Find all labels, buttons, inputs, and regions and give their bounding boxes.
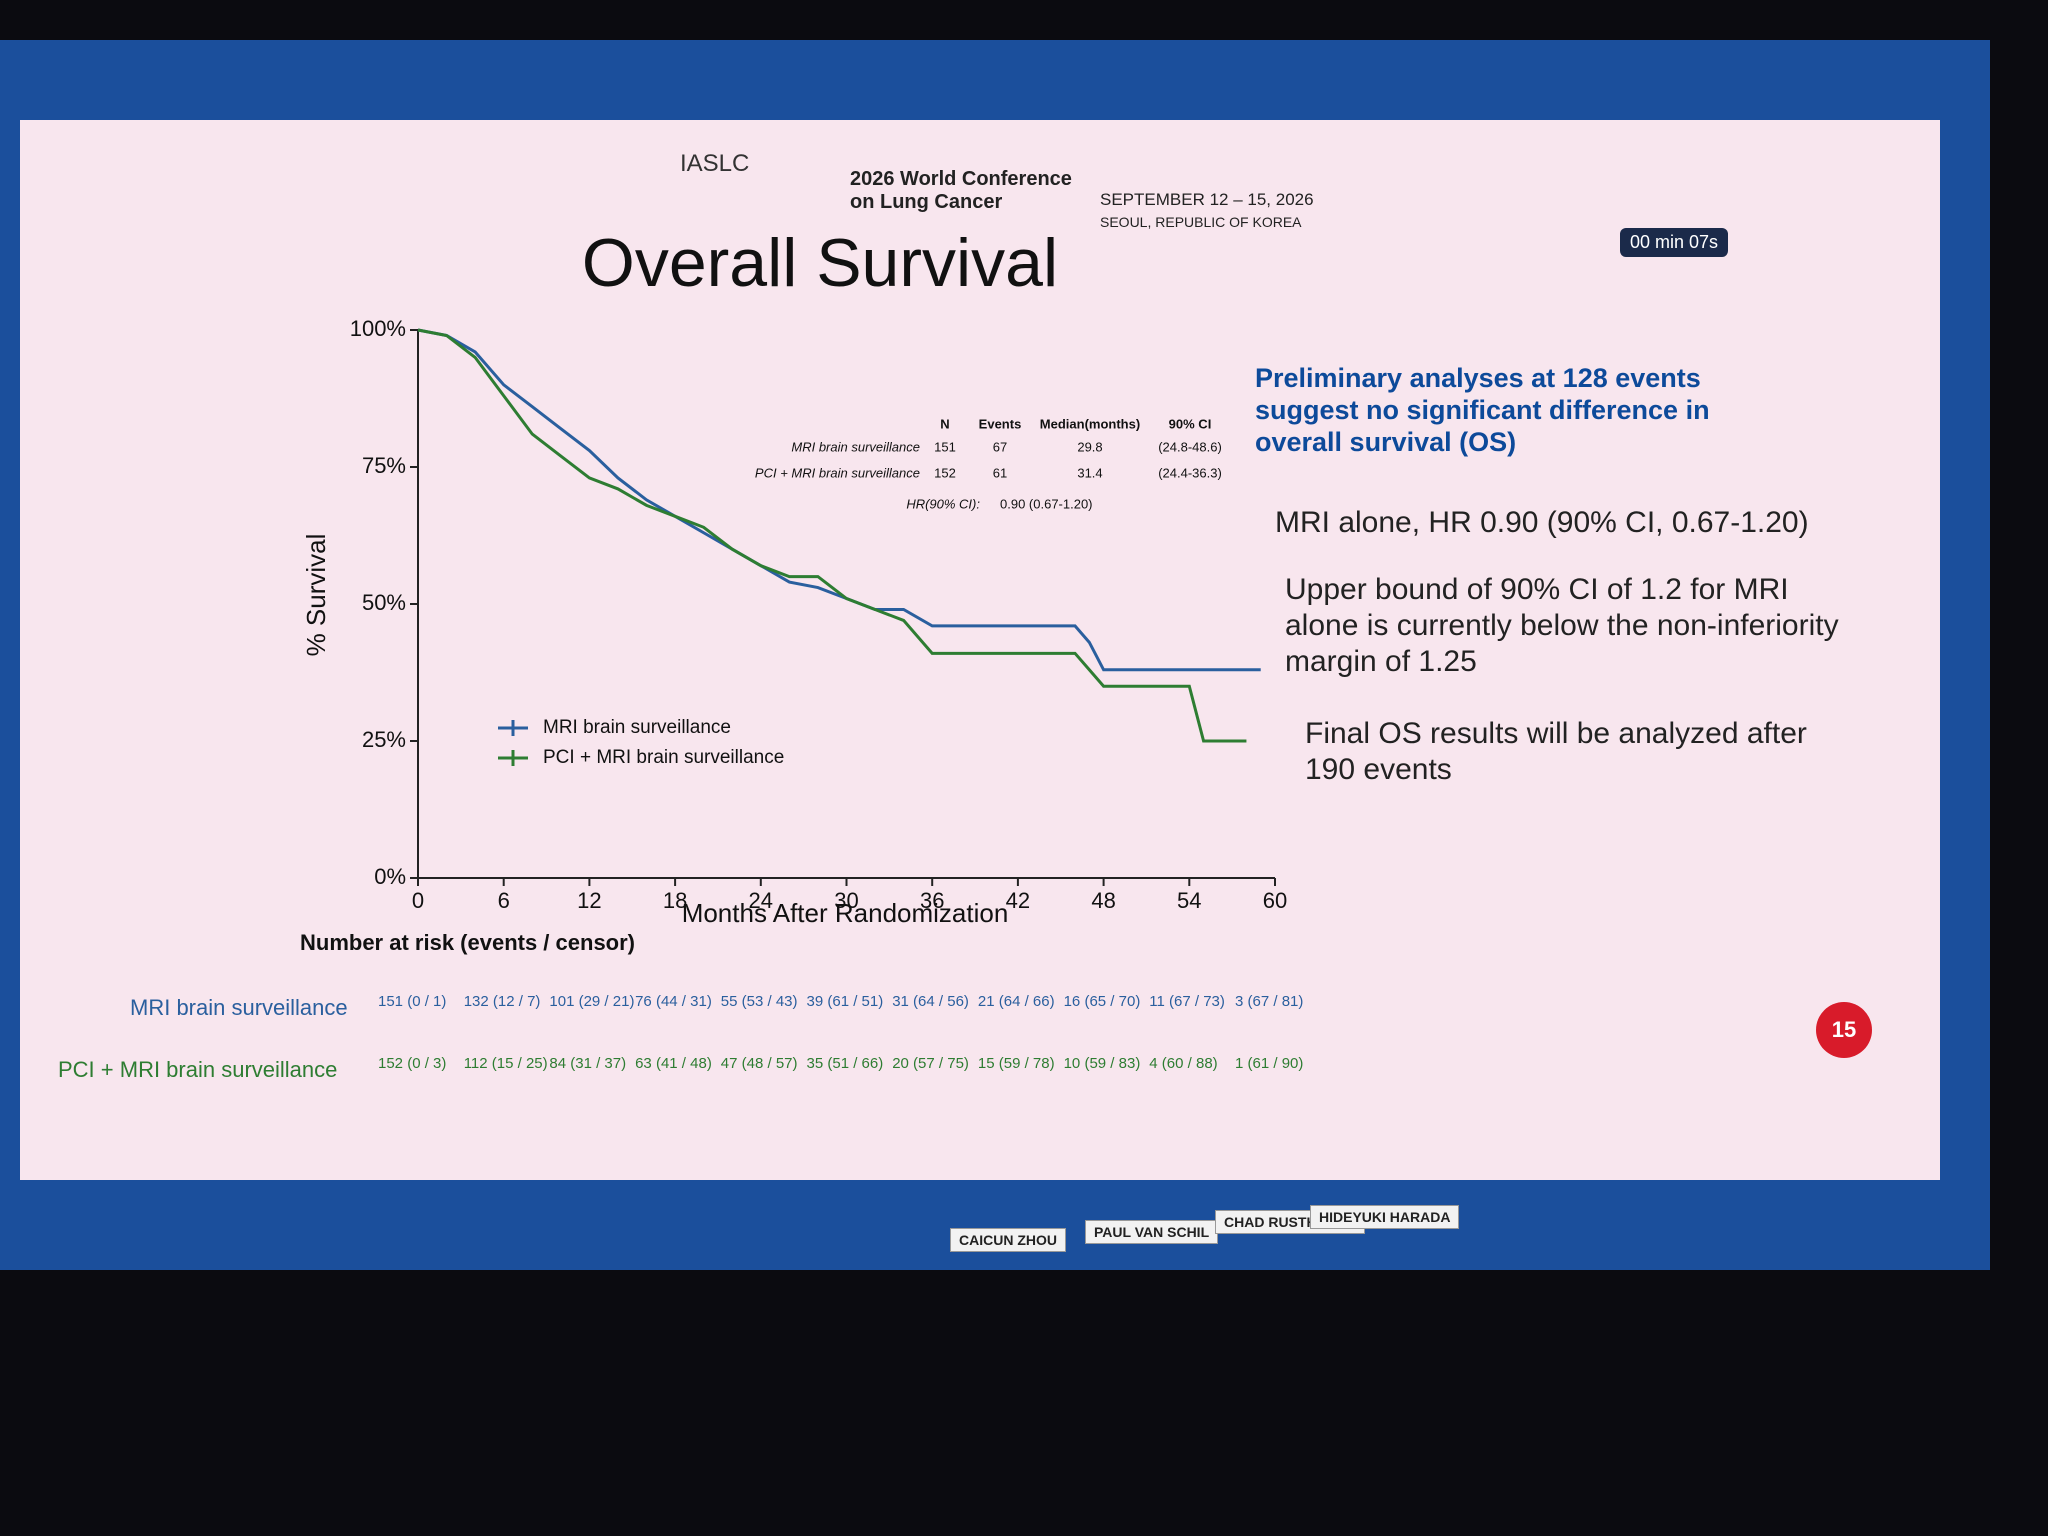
name-tag: PAUL VAN SCHIL	[1085, 1220, 1219, 1244]
x-tick-label: 36	[920, 888, 944, 913]
risk-row-label: MRI brain surveillance	[130, 995, 348, 1020]
risk-cell: 63 (41 / 48)	[635, 1055, 712, 1072]
location: SEOUL, REPUBLIC OF KOREA	[1100, 214, 1302, 230]
risk-cell: 112 (15 / 25)	[463, 1055, 548, 1072]
risk-cell: 31 (64 / 56)	[892, 993, 969, 1010]
y-tick-label: 50%	[362, 590, 406, 615]
risk-cell: 101 (29 / 21)	[549, 993, 635, 1010]
risk-cell: 152 (0 / 3)	[378, 1055, 447, 1072]
stats-row-label: PCI + MRI brain surveillance	[755, 465, 920, 480]
risk-cell: 151 (0 / 1)	[378, 993, 447, 1010]
dates: SEPTEMBER 12 – 15, 2026	[1100, 190, 1314, 209]
risk-cell: 35 (51 / 66)	[806, 1055, 884, 1072]
stats-header: 90% CI	[1169, 416, 1212, 431]
stats-header: Events	[979, 416, 1022, 431]
conference: 2026 World Conference on Lung Cancer	[850, 168, 1072, 213]
x-tick-label: 18	[663, 888, 687, 913]
risk-cell: 20 (57 / 75)	[892, 1055, 969, 1072]
risk-cell: 21 (64 / 66)	[977, 993, 1055, 1010]
stats-cell: (24.4-36.3)	[1158, 465, 1222, 480]
x-tick-label: 48	[1091, 888, 1115, 913]
bullet: MRI alone, HR 0.90 (90% CI, 0.67-1.20)	[1275, 506, 1809, 539]
risk-cell: 15 (59 / 78)	[977, 1055, 1055, 1072]
page-number: 15	[1816, 1002, 1872, 1058]
legend-label: MRI brain surveillance	[543, 717, 731, 738]
x-tick-label: 0	[412, 888, 424, 913]
risk-cell: 16 (65 / 70)	[1063, 993, 1141, 1010]
stats-header: Median(months)	[1040, 416, 1140, 431]
stats-row-label: MRI brain surveillance	[791, 439, 920, 454]
y-tick-label: 75%	[362, 453, 406, 478]
bullet: Final OS results will be analyzed after …	[1305, 717, 1807, 786]
bullet: Upper bound of 90% CI of 1.2 for MRI alo…	[1285, 573, 1839, 678]
risk-cell: 11 (67 / 73)	[1149, 993, 1225, 1010]
x-tick-label: 30	[834, 888, 858, 913]
name-tag: CAICUN ZHOU	[950, 1228, 1066, 1252]
y-tick-label: 100%	[350, 316, 406, 341]
x-tick-label: 54	[1177, 888, 1201, 913]
headline: Preliminary analyses at 128 events sugge…	[1255, 363, 1710, 457]
risk-cell: 4 (60 / 88)	[1149, 1055, 1218, 1072]
risk-cell: 10 (59 / 83)	[1063, 1055, 1141, 1072]
risk-cell: 76 (44 / 31)	[635, 993, 712, 1010]
stats-cell: 61	[993, 465, 1007, 480]
risk-cell: 47 (48 / 57)	[720, 1055, 798, 1072]
risk-cell: 132 (12 / 7)	[463, 993, 541, 1010]
stats-cell: 31.4	[1077, 465, 1102, 480]
slide	[20, 120, 1940, 1180]
y-tick-label: 25%	[362, 727, 406, 752]
risk-cell: 1 (61 / 90)	[1235, 1055, 1304, 1072]
society: IASLC	[680, 150, 750, 177]
stats-cell: 152	[934, 465, 956, 480]
survival-line	[417, 328, 1247, 743]
x-tick-label: 6	[498, 888, 510, 913]
chart-title: Overall Survival	[582, 225, 1058, 301]
legend-label: PCI + MRI brain surveillance	[543, 747, 784, 768]
stats-cell: 151	[934, 439, 956, 454]
name-tag: CHAD RUSTHOVEN	[1215, 1210, 1366, 1234]
risk-cell: 39 (61 / 51)	[806, 993, 884, 1010]
risk-cell: 3 (67 / 81)	[1235, 993, 1304, 1010]
risk-cell: 84 (31 / 37)	[549, 1055, 627, 1072]
survival-line	[417, 328, 1261, 672]
x-tick-label: 42	[1006, 888, 1030, 913]
x-tick-label: 12	[577, 888, 601, 913]
stats-header: N	[940, 416, 949, 431]
y-axis-label: % Survival	[301, 534, 331, 657]
stats-cell: (24.8-48.6)	[1158, 439, 1222, 454]
timer: 00 min 07s	[1620, 228, 1729, 257]
stats-cell: 67	[993, 439, 1007, 454]
name-tag: HIDEYUKI HARADA	[1310, 1205, 1460, 1229]
risk-title: Number at risk (events / censor)	[300, 930, 636, 955]
stats-cell: 29.8	[1077, 439, 1102, 454]
hr-value: 0.90 (0.67-1.20)	[1000, 496, 1093, 511]
risk-row-label: PCI + MRI brain surveillance	[58, 1057, 338, 1082]
x-axis-label: Months After Randomization	[682, 898, 1009, 928]
x-tick-label: 24	[749, 888, 773, 913]
hr-label: HR(90% CI):	[906, 496, 980, 511]
risk-cell: 55 (53 / 43)	[720, 993, 798, 1010]
x-tick-label: 60	[1263, 888, 1287, 913]
y-tick-label: 0%	[374, 864, 406, 889]
